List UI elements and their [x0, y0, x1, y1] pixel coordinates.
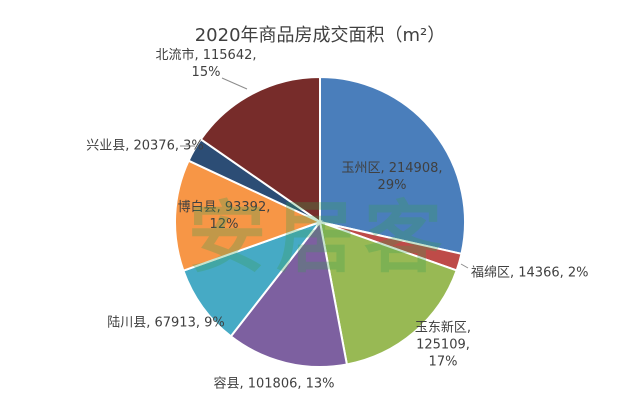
- data-label: 容县, 101806, 13%: [213, 376, 334, 392]
- data-label: 17%: [429, 355, 458, 370]
- data-label: 北流市, 115642,: [155, 47, 256, 63]
- data-label: 玉州区, 214908,: [341, 161, 442, 176]
- data-label: 兴业县, 20376, 3%: [86, 139, 204, 154]
- data-label: 福绵区, 14366, 2%: [471, 266, 589, 281]
- pie-slice: [199, 75, 321, 224]
- data-label: 12%: [210, 217, 239, 232]
- pie-slice: [318, 220, 458, 366]
- leader-line: [221, 77, 248, 90]
- data-labels: 玉州区, 214908, 29% 福绵区, 14366, 2% 玉东新区, 125109…: [86, 47, 588, 392]
- data-label: 博白县, 93392,: [178, 199, 271, 215]
- leader-line: [460, 263, 469, 269]
- data-label: 陆川县, 67913, 9%: [107, 315, 225, 331]
- pie-slices: [174, 75, 466, 368]
- watermark-logo: 安居客: [188, 193, 452, 283]
- pie-slice: [319, 75, 466, 256]
- pie-slice: [182, 219, 323, 338]
- leader-lines: [180, 77, 469, 269]
- data-label: 15%: [192, 65, 221, 80]
- data-label: 125109,: [416, 338, 470, 353]
- watermark-text: 安居客: [188, 193, 452, 283]
- chart-title: 2020年商品房成交面积（m²）: [195, 25, 446, 46]
- data-label: 29%: [378, 178, 407, 193]
- pie-slice: [174, 159, 323, 272]
- data-label: 玉东新区,: [415, 320, 471, 336]
- pie-slice: [229, 219, 349, 368]
